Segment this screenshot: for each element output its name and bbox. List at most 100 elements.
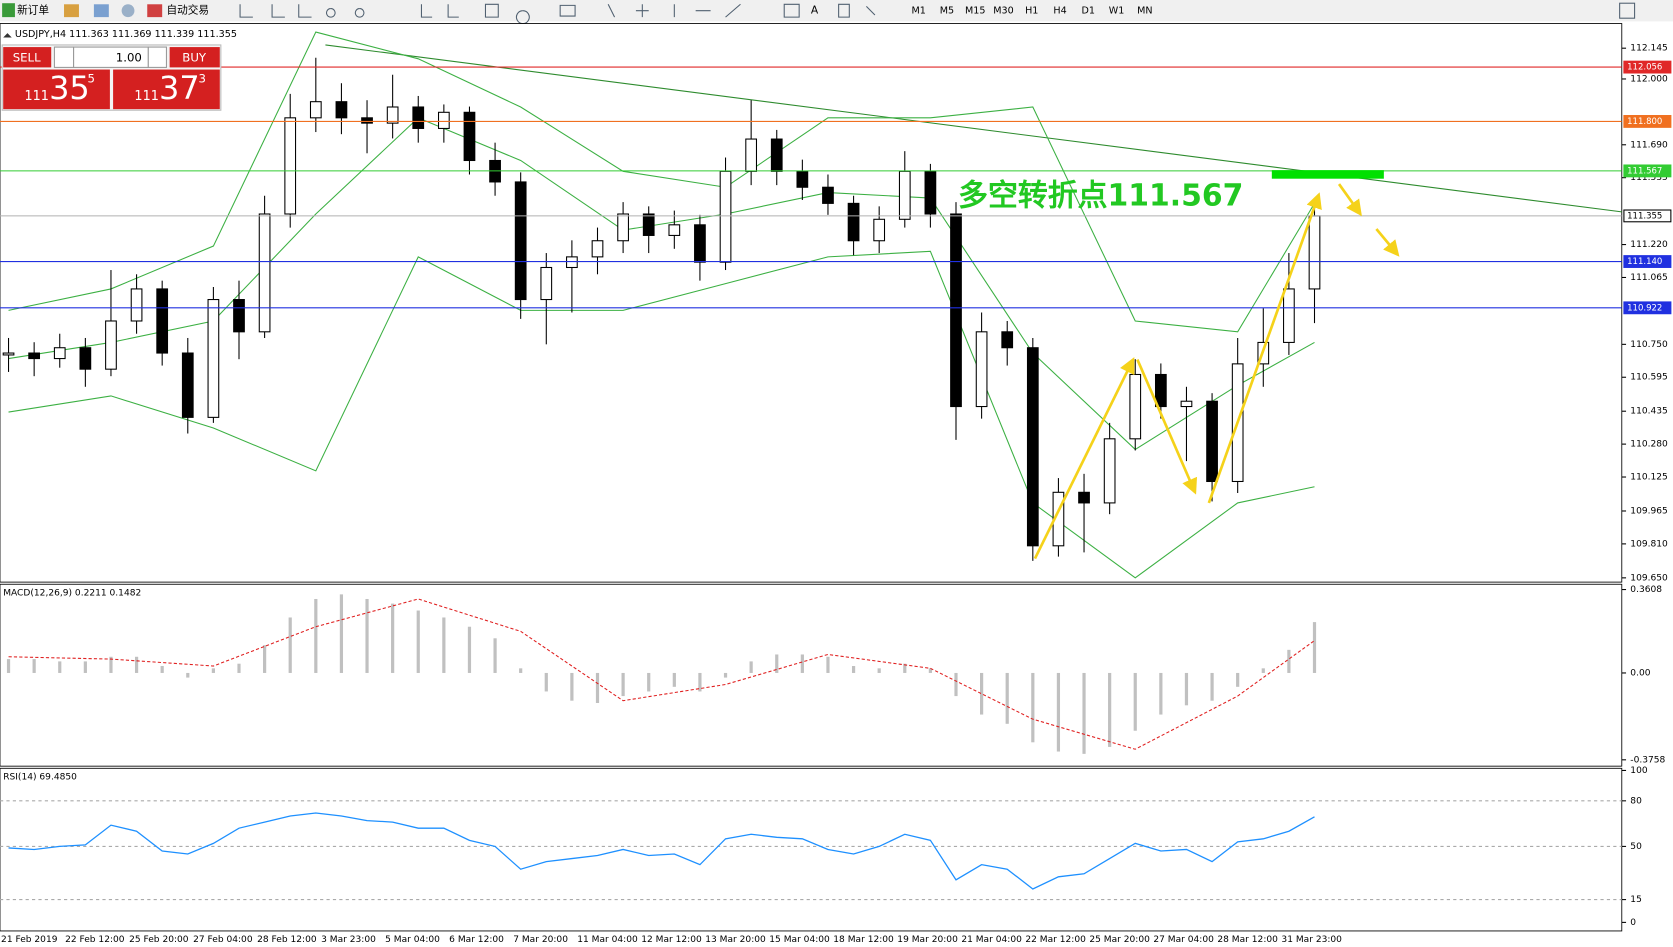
level-label: 110.922 bbox=[1627, 303, 1662, 313]
pane-title: MACD(12,26,9) 0.2211 0.1482 bbox=[3, 588, 141, 598]
candle-body bbox=[1180, 400, 1193, 408]
sell-price-box[interactable] bbox=[3, 69, 110, 110]
collapse-icon[interactable] bbox=[3, 33, 12, 38]
new-order-button[interactable]: 新订单 bbox=[17, 4, 49, 17]
pane-title: RSI(14) 69.4850 bbox=[3, 772, 77, 782]
macd-bar bbox=[595, 672, 600, 704]
candle-body bbox=[2, 352, 15, 356]
candle-body bbox=[822, 186, 834, 204]
period-button[interactable]: H4 bbox=[1053, 6, 1066, 17]
candle-body bbox=[924, 170, 937, 215]
period-button[interactable]: D1 bbox=[1082, 6, 1095, 17]
toolbar-icon[interactable] bbox=[64, 4, 79, 18]
macd-bar bbox=[954, 672, 958, 697]
y-tick-label: 112.145 bbox=[1630, 44, 1667, 54]
period-button[interactable]: H1 bbox=[1025, 6, 1038, 17]
x-tick-label: 3 Mar 23:00 bbox=[321, 935, 376, 945]
candle-body bbox=[361, 117, 373, 124]
macd-bar bbox=[263, 645, 267, 673]
candle-body bbox=[1001, 331, 1014, 349]
level-label-box bbox=[1623, 164, 1672, 178]
toolbar-icon[interactable] bbox=[121, 4, 135, 18]
chart-area: 21 Feb 2019 22 Feb 12:00 25 Feb 20:00 27 Fe… bbox=[0, 23, 1668, 945]
macd-bar bbox=[903, 663, 907, 673]
x-tick-label: 25 Mar 20:00 bbox=[1089, 935, 1150, 945]
candle-body bbox=[1078, 491, 1090, 504]
sell-price-pips[interactable]: 35 bbox=[49, 69, 90, 107]
rsi-pane bbox=[0, 767, 1623, 932]
candle-body bbox=[1206, 400, 1218, 483]
buy-label[interactable]: BUY bbox=[182, 50, 207, 64]
buy-price-pips[interactable]: 37 bbox=[159, 69, 200, 107]
period-button[interactable]: M5 bbox=[940, 6, 954, 17]
level-label-box bbox=[1623, 255, 1672, 268]
y-tick-label: 111.690 bbox=[1630, 140, 1668, 150]
toolbar-icon[interactable] bbox=[93, 4, 109, 18]
arrow bbox=[1033, 357, 1135, 560]
level-label: 111.567 bbox=[1627, 166, 1662, 176]
candle-body bbox=[463, 111, 476, 162]
sell-label[interactable]: SELL bbox=[13, 50, 41, 64]
macd-bar bbox=[237, 663, 241, 673]
symbol-info: USDJPY,H4 111.363 111.369 111.339 111.35… bbox=[15, 29, 237, 40]
y-tick-label: -0.3758 bbox=[1630, 755, 1665, 765]
y-tick-label: 112.000 bbox=[1630, 74, 1668, 84]
buy-price-box[interactable] bbox=[113, 69, 220, 110]
candle-body bbox=[53, 347, 66, 360]
x-tick-label: 25 Feb 20:00 bbox=[129, 935, 189, 945]
annotation: 多空转折点111.567 bbox=[958, 178, 1243, 213]
y-tick-label: 110.595 bbox=[1630, 373, 1667, 383]
sell-price-big[interactable]: 111 bbox=[25, 89, 49, 104]
auto-trade-button[interactable]: 自动交易 bbox=[166, 4, 209, 17]
lot-up[interactable] bbox=[147, 46, 167, 68]
candle-body bbox=[1154, 373, 1167, 408]
candle-body bbox=[258, 213, 271, 333]
sell-price-point[interactable]: 5 bbox=[87, 72, 94, 86]
candle-body bbox=[975, 331, 988, 408]
y-tick-label: 111.065 bbox=[1630, 273, 1667, 283]
macd-bar bbox=[1312, 622, 1317, 673]
buy-button[interactable] bbox=[169, 47, 220, 68]
new-order-icon[interactable] bbox=[2, 3, 15, 18]
auto-trade-icon[interactable] bbox=[147, 4, 163, 18]
candle-body bbox=[873, 218, 886, 242]
macd-bar bbox=[621, 672, 625, 697]
candle-body bbox=[745, 138, 758, 172]
macd-bar bbox=[1133, 672, 1137, 731]
candle-body bbox=[514, 181, 527, 301]
text-tool[interactable]: A bbox=[811, 4, 819, 17]
candle-body bbox=[719, 170, 732, 263]
level-label-box bbox=[1623, 209, 1672, 223]
level-label-box bbox=[1623, 301, 1672, 315]
x-tick-label: 6 Mar 12:00 bbox=[449, 935, 504, 945]
macd-bar bbox=[851, 666, 856, 673]
macd-bar bbox=[32, 659, 36, 673]
macd-bar bbox=[1236, 672, 1240, 687]
buy-price-big[interactable]: 111 bbox=[134, 89, 158, 104]
candle-body bbox=[105, 320, 117, 370]
arrow bbox=[1337, 183, 1362, 217]
macd-bar bbox=[109, 656, 113, 673]
period-button[interactable]: MN bbox=[1137, 6, 1152, 17]
macd-bar bbox=[160, 666, 164, 673]
period-button[interactable]: M30 bbox=[993, 6, 1014, 17]
y-tick-label: 0 bbox=[1630, 918, 1636, 928]
lot-value[interactable]: 1.00 bbox=[116, 50, 142, 64]
x-tick-label: 15 Mar 04:00 bbox=[769, 935, 830, 945]
yellow-arrows bbox=[1033, 183, 1400, 560]
macd-bar bbox=[1031, 672, 1035, 743]
buy-price-point[interactable]: 3 bbox=[198, 72, 205, 86]
sell-button[interactable] bbox=[3, 47, 52, 68]
y-tick-label: 109.650 bbox=[1630, 573, 1668, 583]
x-tick-label: 11 Mar 04:00 bbox=[577, 935, 638, 945]
lot-down[interactable] bbox=[53, 46, 75, 68]
period-button[interactable]: M15 bbox=[965, 6, 986, 17]
period-button[interactable]: M1 bbox=[911, 6, 925, 17]
macd-bar bbox=[339, 594, 344, 673]
period-button[interactable]: W1 bbox=[1109, 6, 1125, 17]
y-tick-label: 109.965 bbox=[1630, 506, 1667, 516]
macd-bar bbox=[58, 661, 62, 673]
search-icon[interactable] bbox=[1619, 2, 1636, 19]
y-tick-label: 111.220 bbox=[1630, 240, 1668, 250]
macd-bar bbox=[1159, 672, 1163, 715]
